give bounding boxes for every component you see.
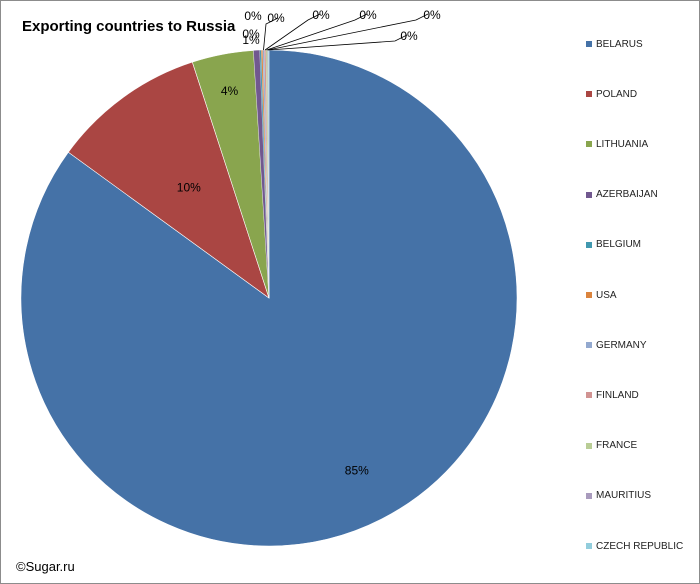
legend-label: AZERBAIJAN [596, 189, 658, 201]
legend-label: FINLAND [596, 389, 639, 401]
data-label-czech-republic: 0% [400, 29, 418, 43]
legend-label: BELGIUM [596, 239, 642, 251]
legend-swatch [586, 543, 592, 549]
legend-item-france: FRANCE [586, 439, 637, 453]
legend-label: BELARUS [596, 38, 643, 50]
data-label-finland: 0% [312, 8, 330, 22]
legend-swatch [586, 191, 592, 198]
legend-label: USA [596, 289, 617, 301]
legend-swatch [586, 91, 592, 98]
legend-swatch [586, 292, 592, 298]
data-label-belarus: 85% [345, 463, 369, 477]
legend-label: POLAND [596, 88, 638, 100]
legend-item-lithuania: LITHUANIA [586, 137, 648, 151]
legend-label: GERMANY [596, 339, 647, 351]
legend-item-germany: GERMANY [586, 338, 647, 352]
data-label-germany: 0% [267, 11, 285, 25]
legend-swatch [586, 141, 592, 148]
leader-line-finland [264, 13, 321, 51]
data-label-lithuania: 4% [221, 84, 239, 98]
legend-label: LITHUANIA [596, 138, 649, 150]
data-label-mauritius: 0% [423, 8, 441, 22]
legend-swatch [586, 342, 592, 349]
chart-title: Exporting countries to Russia [22, 18, 236, 35]
legend-item-belarus: BELARUS [586, 37, 643, 51]
legend-item-usa: USA [586, 288, 617, 302]
data-label-azerbaijan: 1% [242, 33, 260, 47]
legend-label: CZECH REPUBLIC [596, 540, 684, 552]
legend-swatch [586, 241, 592, 248]
legend-item-poland: POLAND [586, 87, 637, 101]
legend-item-finland: FINLAND [586, 388, 639, 402]
legend-swatch [586, 492, 592, 499]
leader-line-france [266, 13, 368, 51]
data-label-belgium: 0% [242, 27, 260, 41]
legend-item-azerbaijan: AZERBAIJAN [586, 188, 658, 202]
pie-slice-poland [67, 61, 270, 299]
data-label-poland: 10% [177, 181, 201, 195]
legend-item-mauritius: MAURITIUS [586, 489, 651, 503]
copyright-text: ©Sugar.ru [16, 559, 75, 574]
leader-line-germany [263, 17, 279, 51]
legend-label: FRANCE [596, 440, 638, 452]
leader-line-mauritius [267, 13, 429, 51]
legend-item-belgium: BELGIUM [586, 238, 641, 252]
legend-swatch [586, 41, 592, 47]
data-label-france: 0% [359, 8, 377, 22]
leader-line-czech-republic [268, 34, 408, 51]
legend-swatch [586, 442, 592, 449]
legend-item-czech-republic: CZECH REPUBLIC [586, 539, 683, 553]
pie-slice-belarus [20, 49, 518, 547]
legend-label: MAURITIUS [596, 490, 651, 502]
data-label-usa: 0% [244, 9, 262, 23]
legend-swatch [586, 392, 592, 399]
